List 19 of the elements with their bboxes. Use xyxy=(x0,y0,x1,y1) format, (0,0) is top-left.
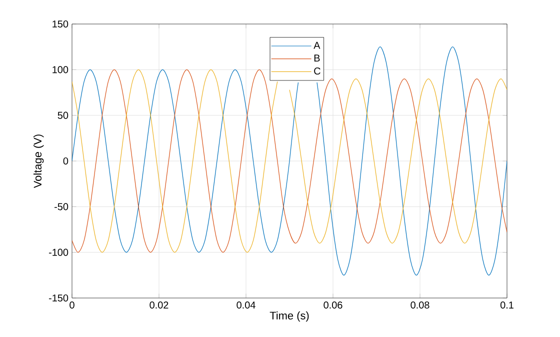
legend-label: C xyxy=(314,68,320,75)
x-tick-label: 0.08 xyxy=(410,302,430,309)
x-tick-label: 0.06 xyxy=(324,302,342,309)
y-tick-label: 100 xyxy=(52,66,68,74)
y-tick-label: 150 xyxy=(52,20,68,28)
legend-label: A xyxy=(314,42,320,49)
x-axis-title: Time (s) xyxy=(270,311,309,322)
y-tick-label: -100 xyxy=(48,248,68,256)
y-tick-label: 0 xyxy=(63,157,68,165)
y-axis-title: Voltage (V) xyxy=(33,134,44,188)
y-tick-label: 50 xyxy=(58,112,68,119)
x-tick-label: 0 xyxy=(70,302,74,309)
legend-label: B xyxy=(314,54,320,62)
line-series xyxy=(72,69,508,253)
y-tick-label: -150 xyxy=(48,294,68,302)
x-tick-label: 0.02 xyxy=(150,302,168,309)
x-tick-label: 0.1 xyxy=(500,302,514,309)
x-tick-label: 0.04 xyxy=(236,302,256,309)
y-tick-label: -50 xyxy=(54,203,68,210)
